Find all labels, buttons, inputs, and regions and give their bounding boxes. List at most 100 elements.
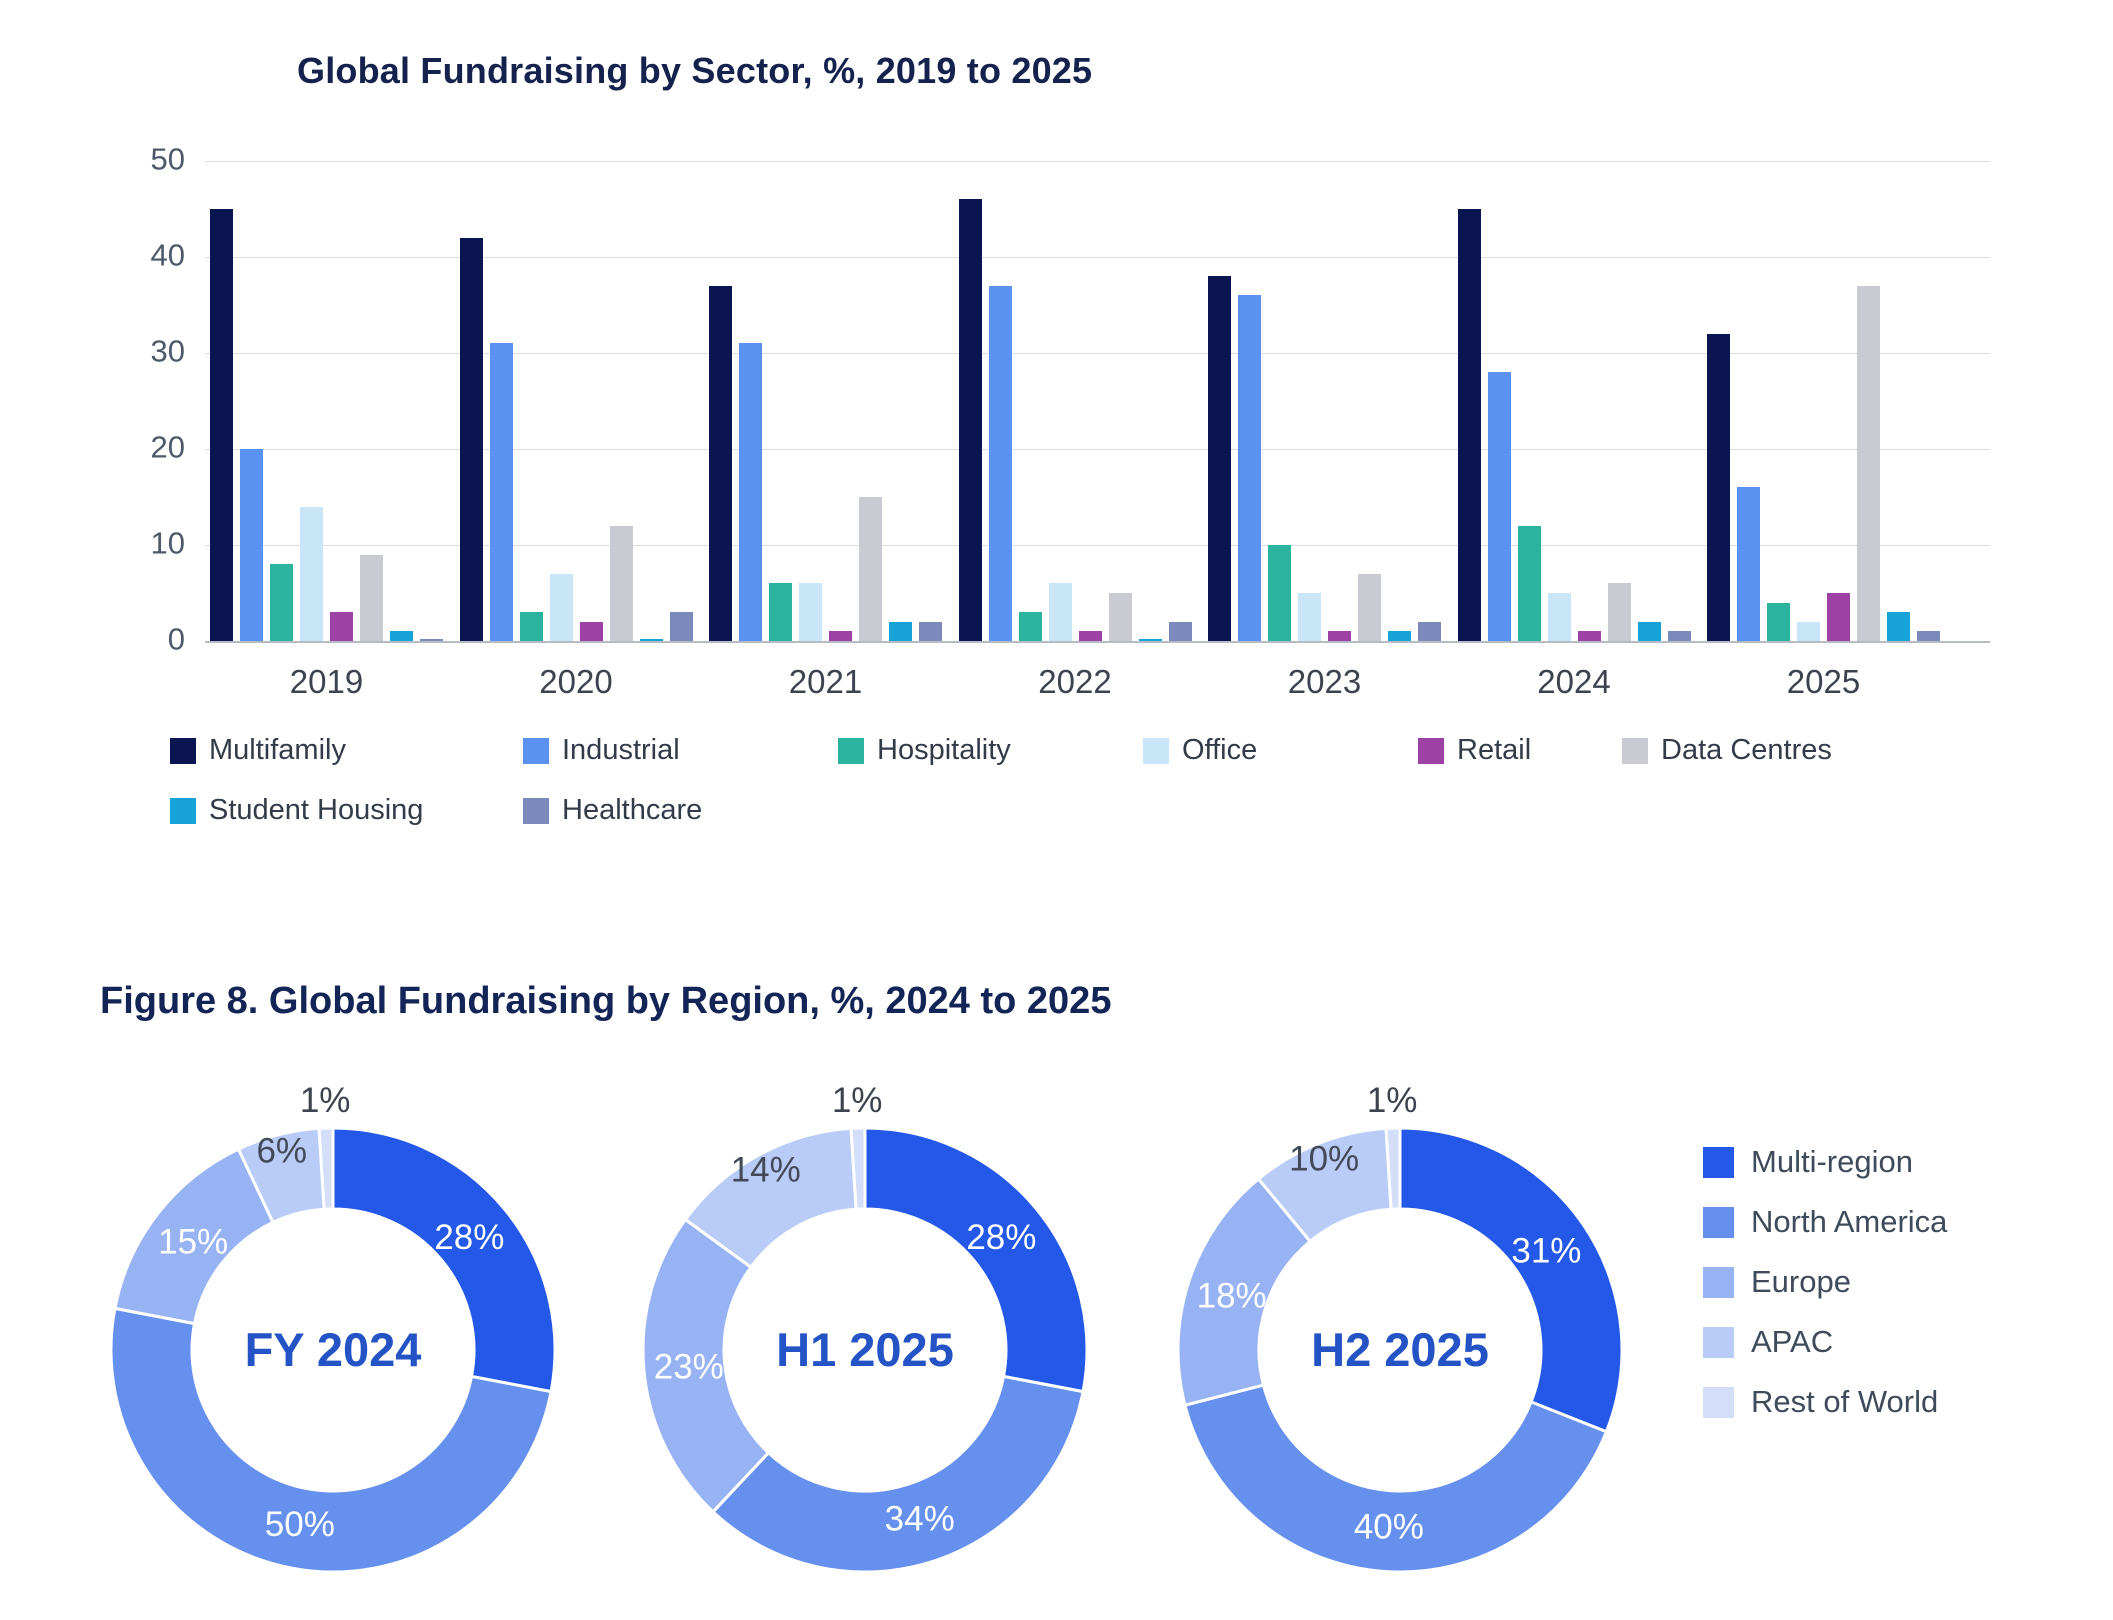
bar-hospitality-2022 xyxy=(1018,612,1042,641)
legend-label-industrial: Industrial xyxy=(562,734,680,766)
region-legend-label-rest-of-world: Rest of World xyxy=(1751,1384,1939,1419)
bar-multifamily-2024 xyxy=(1457,209,1481,641)
bar-multifamily-2025 xyxy=(1707,333,1730,641)
bar-office-2025 xyxy=(1797,621,1820,641)
region-legend-swatch-north-america xyxy=(1703,1206,1734,1238)
slice-value-label-rest-of-world: 1% xyxy=(832,1081,883,1120)
legend-item-industrial: Industrial xyxy=(523,734,680,767)
bar-chart-groups: 2019 2020 2021 2022 2023 2024 2025 xyxy=(210,161,1940,700)
legend-item-office: Office xyxy=(1143,734,1257,767)
bar-chart-title: Global Fundraising by Sector, %, 2019 to… xyxy=(297,50,1093,92)
slice-rest-of-world xyxy=(849,1126,867,1211)
slice-value-label-multi-region: 31% xyxy=(1511,1232,1581,1271)
bar-retail-2019 xyxy=(330,612,353,641)
bar-retail-2022 xyxy=(1078,631,1102,641)
legend-label-hospitality: Hospitality xyxy=(877,734,1011,766)
region-legend-label-north-america: North America xyxy=(1751,1204,1948,1239)
region-legend-label-apac: APAC xyxy=(1751,1324,1834,1359)
bar-office-2020 xyxy=(549,573,573,641)
legend-swatch-hospitality xyxy=(838,737,864,764)
bar-industrial-2020 xyxy=(489,343,513,641)
bar-retail-2020 xyxy=(579,621,603,641)
legend-label-office: Office xyxy=(1182,734,1258,766)
bar-industrial-2025 xyxy=(1737,487,1760,641)
bar-retail-2023 xyxy=(1328,631,1351,641)
bar-data-centres-2022 xyxy=(1108,593,1132,641)
gridline-0 xyxy=(205,641,1990,643)
x-axis-label-2021: 2021 xyxy=(788,663,863,700)
bar-healthcare-2024 xyxy=(1667,631,1691,641)
bar-hospitality-2025 xyxy=(1767,602,1790,641)
slice-value-label-apac: 14% xyxy=(731,1150,801,1189)
legend-label-student-housing: Student Housing xyxy=(209,794,424,826)
bar-office-2021 xyxy=(799,583,822,641)
y-axis-tick-30: 30 xyxy=(150,333,185,369)
donut-chart-h1-2025: 28% 34% 23% 14% 1% H1 2025 xyxy=(641,1081,1089,1574)
bar-hospitality-2021 xyxy=(769,583,792,641)
x-axis-label-2025: 2025 xyxy=(1786,663,1861,700)
bar-multifamily-2020 xyxy=(459,237,483,641)
legend-item-student-housing: Student Housing xyxy=(170,794,423,827)
legend-swatch-student-housing xyxy=(170,797,196,824)
bar-student-housing-2019 xyxy=(390,631,413,641)
bar-multifamily-2022 xyxy=(958,199,982,641)
bar-healthcare-2025 xyxy=(1917,631,1940,641)
slice-value-label-apac: 10% xyxy=(1289,1139,1359,1178)
bar-healthcare-2022 xyxy=(1168,621,1192,641)
y-axis-tick-10: 10 xyxy=(150,525,185,561)
y-axis-tick-0: 0 xyxy=(167,621,185,657)
gridline-30 xyxy=(205,353,1990,354)
slice-value-label-multi-region: 28% xyxy=(966,1218,1036,1257)
donut-center-label-fy-2024: FY 2024 xyxy=(245,1323,422,1376)
region-legend-swatch-apac xyxy=(1703,1326,1734,1358)
slice-value-label-north-america: 34% xyxy=(885,1499,955,1538)
bar-group-2020: 2020 xyxy=(459,161,693,700)
legend-item-retail: Retail xyxy=(1418,734,1531,767)
x-axis-label-2023: 2023 xyxy=(1287,663,1362,700)
y-axis-tick-40: 40 xyxy=(150,237,185,273)
bar-student-housing-2021 xyxy=(889,621,912,641)
donut-center-label-h1-2025: H1 2025 xyxy=(776,1323,954,1376)
bar-student-housing-2024 xyxy=(1637,621,1661,641)
bar-retail-2024 xyxy=(1577,631,1601,641)
bar-retail-2021 xyxy=(829,631,852,641)
bar-data-centres-2023 xyxy=(1358,573,1381,641)
slice-multi-region xyxy=(863,1126,1089,1394)
legend-item-healthcare: Healthcare xyxy=(523,794,702,827)
bar-group-2019: 2019 xyxy=(210,161,443,700)
legend-swatch-industrial xyxy=(523,737,549,764)
gridline-50 xyxy=(205,161,1990,162)
x-axis-label-2019: 2019 xyxy=(289,663,364,700)
bar-retail-2025 xyxy=(1827,593,1850,641)
slice-value-label-rest-of-world: 1% xyxy=(1367,1081,1418,1120)
slice-north-america xyxy=(710,1374,1085,1574)
bar-student-housing-2020 xyxy=(639,639,663,641)
slice-value-label-north-america: 50% xyxy=(265,1505,335,1544)
gridline-10 xyxy=(205,545,1990,546)
slice-value-label-north-america: 40% xyxy=(1354,1508,1424,1547)
bar-multifamily-2019 xyxy=(210,209,233,641)
bar-data-centres-2021 xyxy=(859,497,882,641)
bar-industrial-2023 xyxy=(1238,295,1261,641)
slice-multi-region xyxy=(1398,1126,1624,1434)
x-axis-label-2024: 2024 xyxy=(1537,663,1611,700)
slice-north-america xyxy=(1183,1383,1609,1574)
legend-swatch-retail xyxy=(1418,737,1444,764)
bar-industrial-2024 xyxy=(1487,372,1511,641)
region-legend-swatch-europe xyxy=(1703,1266,1734,1298)
bar-group-2024: 2024 xyxy=(1457,161,1691,700)
slice-multi-region xyxy=(331,1126,557,1394)
region-legend-swatch-multi-region xyxy=(1703,1146,1734,1178)
legend-label-retail: Retail xyxy=(1457,734,1532,766)
bar-healthcare-2019 xyxy=(420,639,443,641)
slice-rest-of-world xyxy=(317,1126,335,1211)
bar-office-2019 xyxy=(300,506,323,641)
legend-item-data-centres: Data Centres xyxy=(1622,734,1832,767)
region-legend-item-europe: Europe xyxy=(1703,1252,1947,1312)
legend-label-healthcare: Healthcare xyxy=(562,794,703,826)
slice-north-america xyxy=(109,1306,553,1574)
bar-group-2025: 2025 xyxy=(1707,161,1940,700)
slice-value-label-rest-of-world: 1% xyxy=(300,1081,351,1120)
y-axis-tick-50: 50 xyxy=(150,141,185,177)
donut-center-label-h2-2025: H2 2025 xyxy=(1311,1323,1489,1376)
